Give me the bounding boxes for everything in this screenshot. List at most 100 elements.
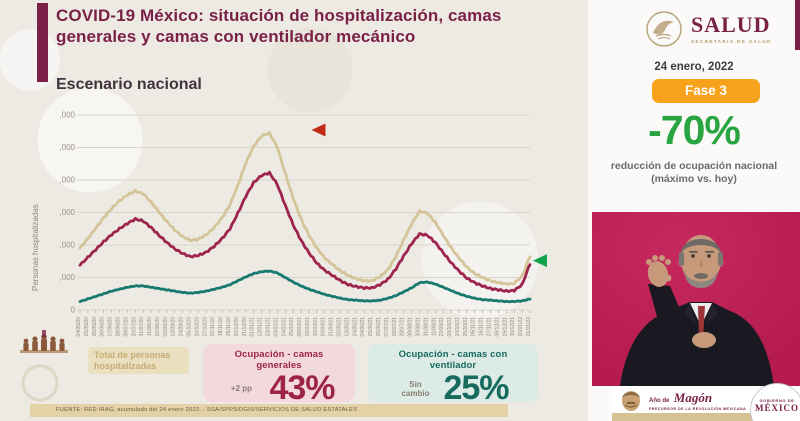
svg-text:30,000: 30,000	[60, 111, 76, 120]
stat-general-beds: Ocupación - camas generales +2 pp 43%	[203, 344, 355, 406]
reduction-metric-caption: reducción de ocupación nacional (máximo …	[610, 160, 778, 186]
svg-text:03/02/21: 03/02/21	[273, 317, 279, 337]
slide-subtitle: Escenario nacional	[56, 76, 202, 93]
seal-text-top: GOBIERNO DE	[759, 398, 795, 403]
phase-badge: Fase 3	[652, 79, 760, 103]
current-marker	[533, 254, 547, 268]
svg-text:25,000: 25,000	[60, 143, 76, 152]
svg-text:21/04/21: 21/04/21	[329, 317, 335, 337]
svg-text:0: 0	[71, 306, 76, 315]
date-label: 24 enero, 2022	[654, 61, 734, 73]
source-footer: FUENTE: RED IRAG, acumulado del 24 enero…	[30, 404, 508, 417]
stat-general-delta: +2 pp	[230, 384, 253, 394]
svg-text:05/11/21: 05/11/21	[471, 317, 477, 336]
svg-text:19/12/21: 19/12/21	[502, 317, 508, 337]
stat-total-hospitalized: Total de personas hospitalizadas	[88, 347, 189, 374]
right-panel: SALUD SECRETARÍA DE SALUD 24 enero, 2022…	[588, 0, 800, 421]
svg-text:22/08/20: 22/08/20	[155, 317, 161, 337]
sign-language-interpreter	[592, 212, 800, 386]
svg-text:09/08/21: 09/08/21	[408, 317, 414, 337]
svg-text:02/09/20: 02/09/20	[163, 317, 169, 337]
svg-text:27/11/21: 27/11/21	[487, 317, 493, 336]
svg-text:31/07/20: 31/07/20	[139, 317, 145, 337]
svg-text:27/10/20: 27/10/20	[202, 317, 208, 337]
banner-caption: PRECURSOR DE LA REVOLUCIÓN MEXICANA	[649, 406, 747, 411]
hospitalization-line-chart: 30,00025,00020,00015,00010,0005,000004/0…	[60, 111, 547, 337]
svg-text:11/09/21: 11/09/21	[431, 317, 437, 336]
svg-text:30/12/21: 30/12/21	[510, 317, 516, 337]
svg-text:04/05/20: 04/05/20	[76, 317, 82, 337]
svg-text:29/11/20: 29/11/20	[226, 317, 232, 336]
svg-text:10/04/21: 10/04/21	[321, 317, 327, 337]
svg-text:01/01/21: 01/01/21	[250, 317, 256, 337]
svg-text:12/01/21: 12/01/21	[258, 317, 264, 337]
svg-text:06/06/20: 06/06/20	[100, 317, 106, 337]
stat-general-value: 43%	[269, 369, 335, 407]
svg-text:16/11/21: 16/11/21	[479, 317, 485, 336]
stat-ventilator-title: Ocupación - camas con ventilador	[398, 349, 508, 371]
svg-text:21/01/22: 21/01/22	[526, 317, 532, 337]
svg-text:16/10/20: 16/10/20	[194, 317, 200, 337]
svg-text:20/08/21: 20/08/21	[416, 317, 422, 337]
svg-text:23/01/21: 23/01/21	[266, 317, 272, 337]
svg-text:08/12/21: 08/12/21	[494, 317, 500, 337]
svg-text:21/12/20: 21/12/20	[242, 317, 248, 337]
svg-text:10/12/20: 10/12/20	[234, 317, 240, 337]
salud-eagle-icon	[646, 11, 682, 47]
seal-text-bottom: MÉXICO	[755, 403, 799, 413]
svg-text:10/01/22: 10/01/22	[518, 317, 524, 337]
svg-text:18/07/21: 18/07/21	[392, 317, 398, 337]
svg-text:15/06/21: 15/06/21	[368, 317, 374, 337]
svg-text:15,000: 15,000	[60, 208, 76, 217]
banner-name: Magón	[673, 389, 713, 405]
banner-year-prefix: Año de	[649, 397, 670, 404]
svg-text:17/06/20: 17/06/20	[108, 317, 114, 337]
svg-text:24/09/20: 24/09/20	[179, 317, 185, 337]
svg-text:14/10/21: 14/10/21	[455, 317, 461, 337]
y-axis-label: Personas hospitalizadas	[31, 204, 40, 291]
svg-text:10,000: 10,000	[60, 241, 76, 250]
top-right-accent	[795, 0, 800, 50]
salud-secretaria-label: SECRETARÍA DE SALUD	[691, 39, 772, 44]
svg-text:15/05/20: 15/05/20	[84, 317, 90, 337]
title-accent-bar	[37, 3, 48, 82]
reduction-metric-value: -70%	[648, 107, 741, 153]
svg-text:02/05/21: 02/05/21	[337, 317, 343, 337]
svg-text:20,000: 20,000	[60, 176, 76, 185]
svg-text:09/07/20: 09/07/20	[123, 317, 129, 337]
svg-text:07/11/20: 07/11/20	[210, 317, 216, 336]
svg-text:13/09/20: 13/09/20	[171, 317, 177, 337]
stat-total-label: Total de personas hospitalizadas	[94, 350, 171, 372]
svg-text:18/11/20: 18/11/20	[218, 317, 224, 336]
gobierno-de-mexico-seal: GOBIERNO DE MÉXICO	[750, 383, 800, 421]
svg-text:25/02/21: 25/02/21	[289, 317, 295, 337]
svg-text:28/06/20: 28/06/20	[116, 317, 122, 337]
svg-text:29/07/21: 29/07/21	[400, 317, 406, 337]
historical-figures-emblem	[16, 328, 71, 365]
svg-text:31/08/21: 31/08/21	[423, 317, 429, 337]
svg-text:20/07/20: 20/07/20	[131, 317, 137, 337]
svg-text:04/06/21: 04/06/21	[360, 317, 366, 337]
svg-text:11/08/20: 11/08/20	[147, 317, 153, 336]
svg-text:26/05/20: 26/05/20	[92, 317, 98, 337]
salud-wordmark: SALUD	[691, 12, 771, 37]
maximum-marker	[311, 123, 326, 137]
stat-ventilator-beds: Ocupación - camas con ventilador Sin cam…	[368, 344, 538, 406]
svg-text:19/03/21: 19/03/21	[305, 317, 311, 337]
svg-text:03/10/21: 03/10/21	[447, 317, 453, 337]
svg-text:24/05/21: 24/05/21	[352, 317, 358, 337]
svg-text:07/07/21: 07/07/21	[384, 317, 390, 337]
svg-text:05/10/20: 05/10/20	[187, 317, 193, 337]
stat-ventilator-value: 25%	[443, 369, 509, 407]
svg-text:25/10/21: 25/10/21	[463, 317, 469, 337]
bottom-tan-strip	[612, 413, 800, 421]
svg-text:08/03/21: 08/03/21	[297, 317, 303, 337]
interpreter-video	[592, 212, 800, 386]
svg-text:13/05/21: 13/05/21	[344, 317, 350, 337]
salud-logo: SALUD SECRETARÍA DE SALUD	[644, 9, 772, 49]
svg-text:30/03/21: 30/03/21	[313, 317, 319, 337]
page-title: COVID-19 México: situación de hospitaliz…	[56, 6, 502, 46]
svg-text:22/09/21: 22/09/21	[439, 317, 445, 337]
svg-text:5,000: 5,000	[60, 273, 76, 282]
